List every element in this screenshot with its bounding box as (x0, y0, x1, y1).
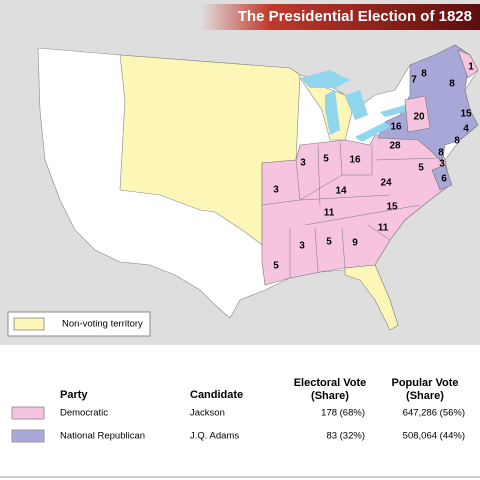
state-electoral-votes: 5 (418, 163, 424, 174)
table-cell: 508,064 (44%) (403, 431, 465, 442)
state-electoral-votes: 11 (378, 223, 389, 234)
table-cell: Jackson (190, 408, 225, 419)
table-cell: 647,286 (56%) (403, 408, 465, 419)
column-header: Popular Vote (391, 377, 458, 389)
title: The Presidential Election of 1828 (238, 8, 472, 25)
column-header: Electoral Vote (294, 377, 367, 389)
state-electoral-votes: 15 (460, 109, 472, 120)
legend-label: Non-voting territory (62, 319, 143, 330)
column-header: (Share) (406, 390, 444, 402)
column-header: (Share) (311, 390, 349, 402)
democratic-states (261, 134, 451, 286)
title-bar (200, 4, 480, 30)
state-electoral-votes: 8 (438, 148, 444, 159)
territory-west (119, 54, 301, 246)
state-electoral-votes: 3 (300, 158, 306, 169)
column-header: Party (60, 389, 88, 401)
legend-swatch (13, 317, 45, 331)
party-swatch (11, 406, 45, 420)
state-electoral-votes: 3 (299, 241, 305, 252)
state-electoral-votes: 8 (421, 69, 427, 80)
state-electoral-votes: 4 (463, 124, 469, 135)
state-electoral-votes: 5 (273, 261, 279, 272)
table-background (0, 345, 480, 480)
table-cell: National Republican (60, 431, 145, 442)
state-electoral-votes: 6 (441, 174, 447, 185)
state-electoral-votes: 14 (335, 186, 347, 197)
state-electoral-votes: 11 (324, 208, 335, 219)
state-electoral-votes: 16 (390, 122, 402, 133)
state-electoral-votes: 8 (449, 79, 455, 90)
national-republican-states (377, 44, 479, 163)
state-electoral-votes: 8 (454, 136, 460, 147)
table-cell: J.Q. Adams (190, 431, 239, 442)
maryland-adams (431, 164, 453, 191)
state-electoral-votes: 5 (326, 237, 332, 248)
territory-florida (344, 264, 399, 331)
table-cell: Democratic (60, 408, 108, 419)
table-cell: 83 (32%) (326, 431, 365, 442)
party-swatch (11, 429, 45, 443)
legend-box (7, 311, 151, 337)
state-electoral-votes: 16 (349, 155, 361, 166)
state-electoral-votes: 3 (439, 159, 445, 170)
state-borders (261, 141, 441, 278)
state-electoral-votes: 28 (389, 141, 401, 152)
state-electoral-votes: 15 (386, 202, 398, 213)
map (37, 44, 479, 331)
state-electoral-votes: 7 (411, 75, 417, 86)
column-header: Candidate (190, 389, 243, 401)
state-electoral-votes: 9 (352, 238, 358, 249)
new-york-jackson (404, 95, 431, 133)
state-electoral-votes: 3 (273, 185, 279, 196)
state-electoral-votes: 1 (468, 62, 474, 73)
state-electoral-votes: 24 (380, 178, 392, 189)
maine-jackson (457, 49, 479, 79)
table-cell: 178 (68%) (321, 408, 365, 419)
state-electoral-votes: 5 (323, 154, 329, 165)
state-electoral-votes: 20 (413, 112, 425, 123)
great-lakes (300, 70, 405, 142)
